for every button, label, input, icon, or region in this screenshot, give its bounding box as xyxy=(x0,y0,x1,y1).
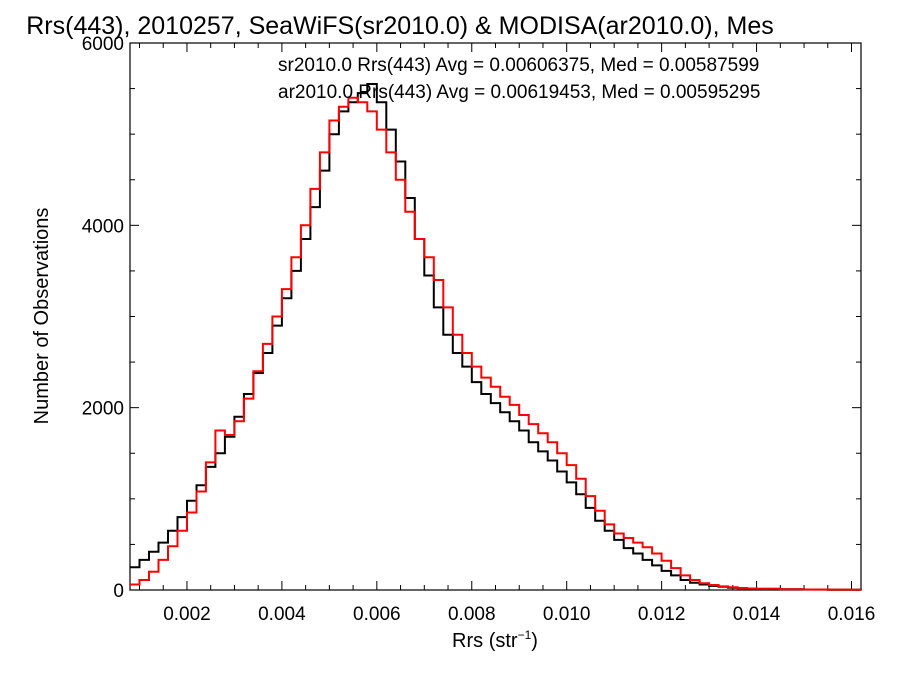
series-line-sr2010-0 xyxy=(130,83,862,591)
x-tick-label: 0.006 xyxy=(353,604,401,625)
y-tick-label: 6000 xyxy=(82,34,124,55)
y-axis-ticks: 0 2000 4000 6000 xyxy=(82,34,861,602)
x-axis-label-main: Rrs (str xyxy=(452,630,518,652)
legend-ar2010: ar2010.0 Rrs(443) Avg = 0.00619453, Med … xyxy=(278,82,760,103)
x-tick-label: 0.016 xyxy=(828,604,876,625)
plot-frame xyxy=(129,42,862,591)
x-tick-label: 0.008 xyxy=(448,604,496,625)
x-tick-label: 0.002 xyxy=(163,604,211,625)
y-tick-label: 0 xyxy=(113,581,124,602)
x-tick-label: 0.012 xyxy=(638,604,686,625)
series-line-ar2010-0 xyxy=(130,96,862,591)
y-tick-label: 4000 xyxy=(82,216,124,237)
x-tick-label: 0.014 xyxy=(733,604,781,625)
y-tick-label: 2000 xyxy=(82,399,124,420)
series-group xyxy=(130,83,862,591)
y-axis-label: Number of Observations xyxy=(31,208,53,425)
legend-sr2010: sr2010.0 Rrs(443) Avg = 0.00606375, Med … xyxy=(278,55,759,76)
x-tick-label: 0.010 xyxy=(543,604,591,625)
x-axis-ticks: 0.002 0.004 0.006 0.008 0.010 0.012 0.014 0.016 xyxy=(138,43,876,625)
x-tick-label: 0.004 xyxy=(258,604,306,625)
chart-title: Rrs(443), 2010257, SeaWiFS(sr2010.0) & M… xyxy=(26,12,774,40)
x-axis-label: Rrs (str−1) xyxy=(452,628,538,652)
x-axis-label-tail: ) xyxy=(531,630,538,652)
x-axis-label-sup: −1 xyxy=(518,628,532,642)
